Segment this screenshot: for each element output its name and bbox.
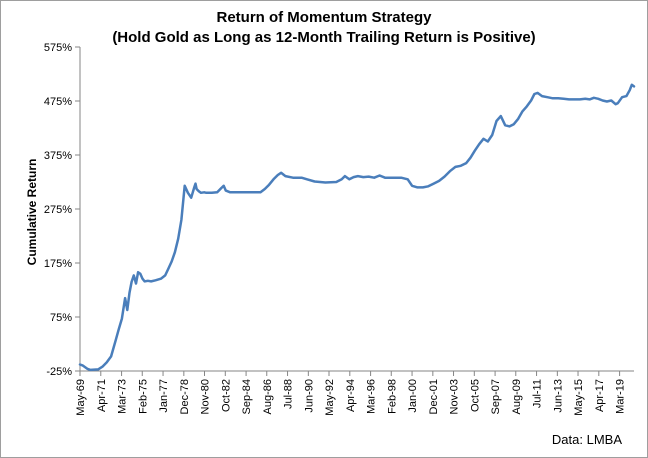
x-tick-label: May-69 — [75, 379, 87, 416]
x-tick-label: Oct-05 — [469, 379, 481, 412]
y-tick-label: 175% — [44, 258, 72, 270]
x-tick-label: May-92 — [324, 379, 336, 416]
y-tick-label: 575% — [44, 42, 72, 54]
x-tick-label: Aug-09 — [511, 379, 523, 414]
chart-title: Return of Momentum Strategy (Hold Gold a… — [0, 8, 648, 48]
y-tick-label: 475% — [44, 96, 72, 108]
x-tick-label: Jan-00 — [407, 379, 419, 413]
y-tick-label: 275% — [44, 204, 72, 216]
x-tick-label: Nov-03 — [449, 379, 461, 414]
x-tick-label: Apr-71 — [96, 379, 108, 412]
x-tick-label: Mar-73 — [117, 379, 129, 414]
x-tick-label: Nov-80 — [200, 379, 212, 414]
x-tick-label: Jan-77 — [158, 379, 170, 413]
x-tick-label: Apr-17 — [594, 379, 606, 412]
x-tick-label: Apr-94 — [345, 379, 357, 412]
y-tick-label: -25% — [46, 366, 72, 378]
x-tick-label: Sep-07 — [490, 379, 502, 414]
x-tick-label: Aug-86 — [262, 379, 274, 414]
x-tick-label: Feb-75 — [137, 379, 149, 414]
source-note: Data: LMBA — [551, 432, 622, 447]
x-tick-label: May-15 — [573, 379, 585, 416]
x-tick-label: Feb-98 — [386, 379, 398, 414]
x-tick-label: Mar-19 — [615, 379, 627, 414]
x-tick-label: Dec-78 — [179, 379, 191, 414]
x-tick-label: Jun-13 — [552, 379, 564, 413]
x-tick-label: Jul-11 — [532, 379, 544, 408]
x-tick-label: Jul-88 — [283, 379, 295, 409]
chart-title-line1: Return of Momentum Strategy — [216, 9, 432, 26]
y-tick-label: 375% — [44, 150, 72, 162]
x-tick-label: Oct-82 — [220, 379, 232, 412]
x-tick-label: Sep-84 — [241, 379, 253, 414]
chart-title-line2: (Hold Gold as Long as 12-Month Trailing … — [112, 29, 536, 46]
series-line — [78, 83, 636, 372]
x-tick-label: Jun-90 — [303, 379, 315, 413]
x-tick-label: Mar-96 — [366, 379, 378, 414]
y-tick-label: 75% — [50, 312, 72, 324]
x-tick-label: Dec-01 — [428, 379, 440, 414]
